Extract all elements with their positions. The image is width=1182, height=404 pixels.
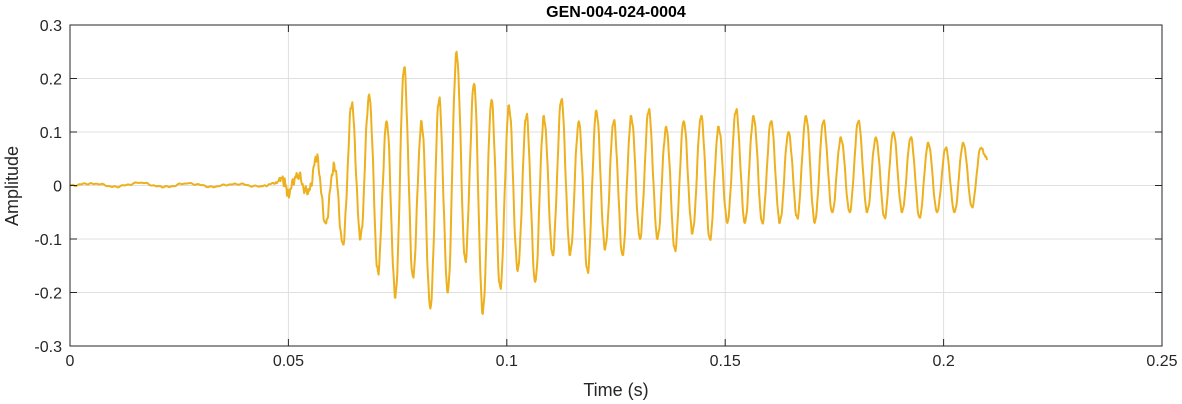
- x-tick-label: 0.15: [710, 353, 741, 370]
- y-tick-label: 0.1: [40, 125, 62, 142]
- series-line-0: [69, 50, 989, 315]
- x-tick-label: 0.1: [496, 353, 518, 370]
- y-tick-label: -0.1: [34, 232, 62, 249]
- chart-title: GEN-004-024-0004: [546, 4, 686, 21]
- y-tick-label: 0: [53, 179, 62, 196]
- y-tick-labels: -0.3 -0.2 -0.1 0 0.1 0.2 0.3: [34, 18, 62, 356]
- x-tick-labels: 0 0.05 0.1 0.15 0.2 0.25: [66, 353, 1178, 370]
- x-tick-label: 0.05: [273, 353, 304, 370]
- y-tick-label: -0.3: [34, 339, 62, 356]
- y-tick-label: 0.3: [40, 18, 62, 35]
- axis-ticks: [69, 24, 1163, 347]
- x-tick-label: 0.25: [1146, 353, 1177, 370]
- x-tick-label: 0: [66, 353, 75, 370]
- x-tick-label: 0.2: [932, 353, 954, 370]
- x-axis-title: Time (s): [583, 380, 648, 400]
- y-tick-label: 0.2: [40, 72, 62, 89]
- y-tick-label: -0.2: [34, 286, 62, 303]
- y-axis-title: Amplitude: [2, 146, 22, 226]
- series-layer: [69, 50, 989, 315]
